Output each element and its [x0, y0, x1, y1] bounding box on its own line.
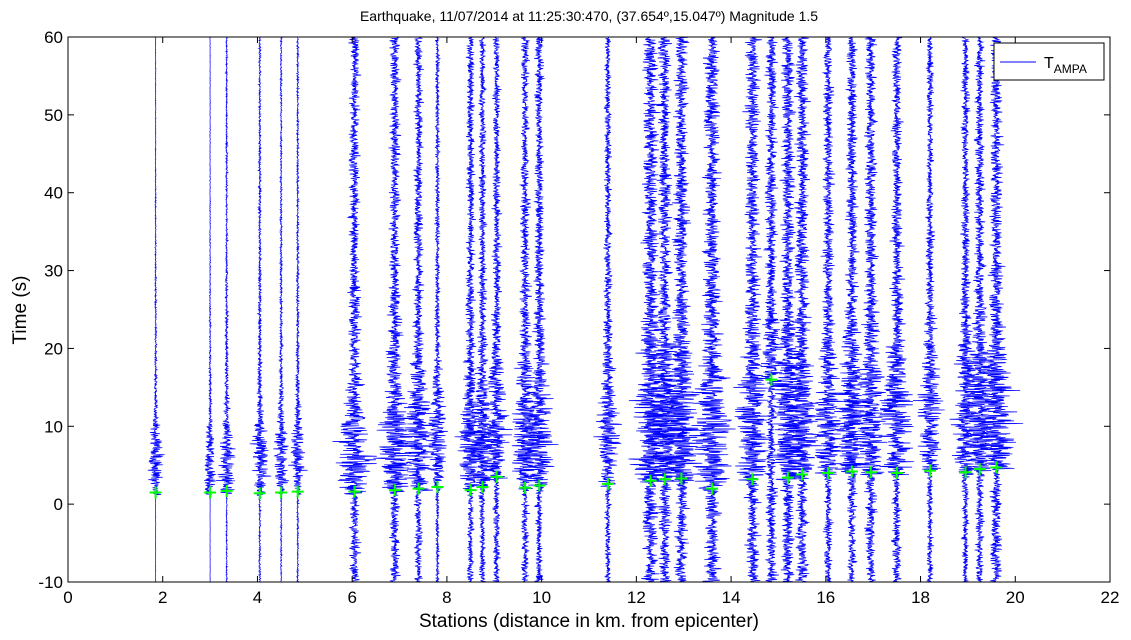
y-axis-label: Time (s): [10, 276, 31, 345]
x-tick-label: 18: [911, 588, 930, 607]
y-tick-label: -10: [38, 573, 63, 592]
x-tick-label: 22: [1101, 588, 1120, 607]
plot-background: [68, 37, 1110, 582]
y-tick-label: 20: [44, 339, 63, 358]
y-tick-label: 0: [54, 495, 63, 514]
legend-label-sub: AMPA: [1054, 62, 1087, 76]
legend-label-main: T: [1044, 55, 1054, 72]
x-tick-label: 4: [253, 588, 262, 607]
y-tick-label: 10: [44, 417, 63, 436]
x-tick-label: 12: [627, 588, 646, 607]
chart-title: Earthquake, 11/07/2014 at 11:25:30:470, …: [360, 8, 818, 24]
y-tick-label: 60: [44, 28, 63, 47]
x-tick-label: 16: [816, 588, 835, 607]
x-tick-label: 6: [347, 588, 356, 607]
y-tick-label: 40: [44, 184, 63, 203]
y-tick-label: 30: [44, 262, 63, 281]
plot-area: [68, 37, 1110, 582]
x-tick-label: 10: [532, 588, 551, 607]
legend: TAMPA: [994, 43, 1104, 80]
x-tick-label: 0: [63, 588, 72, 607]
x-tick-label: 8: [442, 588, 451, 607]
x-tick-label: 20: [1006, 588, 1025, 607]
x-tick-label: 14: [722, 588, 741, 607]
x-tick-label: 2: [158, 588, 167, 607]
x-axis-label: Stations (distance in km. from epicenter…: [419, 611, 759, 632]
y-tick-label: 50: [44, 106, 63, 125]
